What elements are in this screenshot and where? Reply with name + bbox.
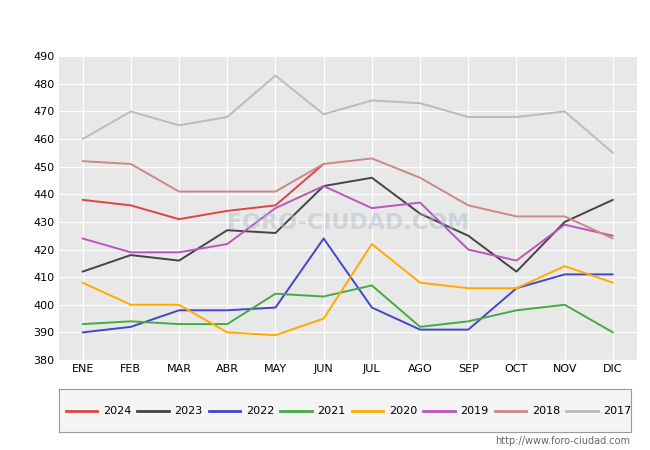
Text: 2021: 2021 bbox=[317, 405, 346, 416]
Text: 2019: 2019 bbox=[460, 405, 489, 416]
Text: FORO-CIUDAD.COM: FORO-CIUDAD.COM bbox=[227, 213, 469, 233]
Text: 2017: 2017 bbox=[603, 405, 632, 416]
Text: 2024: 2024 bbox=[103, 405, 131, 416]
Text: http://www.foro-ciudad.com: http://www.foro-ciudad.com bbox=[495, 436, 630, 446]
Text: Afiliados en Cilleros a 31/5/2024: Afiliados en Cilleros a 31/5/2024 bbox=[179, 14, 471, 33]
Text: 2023: 2023 bbox=[174, 405, 203, 416]
Text: 2020: 2020 bbox=[389, 405, 417, 416]
Text: 2022: 2022 bbox=[246, 405, 274, 416]
Text: 2018: 2018 bbox=[532, 405, 560, 416]
